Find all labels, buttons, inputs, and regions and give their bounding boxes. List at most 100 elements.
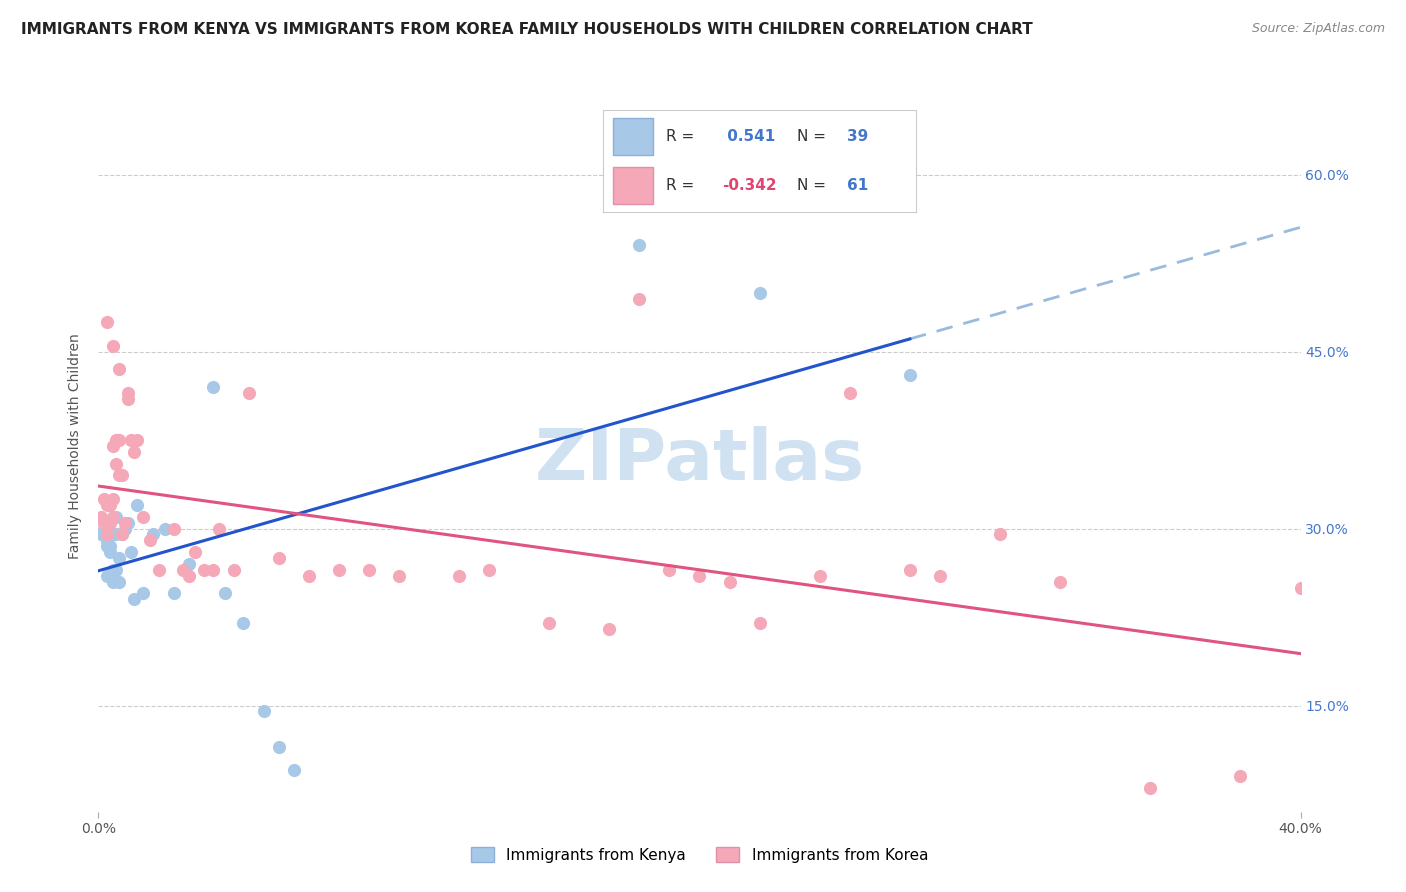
Point (141, 527, 163, 541)
Point (103, 527, 125, 541)
Point (93, 492, 115, 507)
Point (929, 568, 952, 582)
Text: -0.342: -0.342 (723, 178, 776, 193)
Text: 61: 61 (846, 178, 869, 193)
Point (96, 539, 118, 553)
Point (117, 385, 139, 400)
Point (183, 545, 205, 559)
Point (90, 527, 112, 541)
Point (988, 527, 1011, 541)
Point (96, 568, 118, 582)
Point (538, 615, 561, 630)
Legend: Immigrants from Kenya, Immigrants from Korea: Immigrants from Kenya, Immigrants from K… (471, 847, 928, 863)
Point (117, 516, 139, 530)
Point (93, 527, 115, 541)
Point (447, 568, 470, 582)
Point (628, 292, 651, 306)
Point (127, 433, 149, 447)
Point (748, 615, 770, 630)
Point (105, 509, 128, 524)
Point (172, 563, 194, 577)
Point (898, 368, 921, 383)
Point (108, 362, 131, 376)
Point (100, 539, 122, 553)
Point (105, 527, 128, 541)
Point (201, 563, 224, 577)
FancyBboxPatch shape (613, 167, 654, 203)
Point (148, 563, 170, 577)
Point (121, 545, 143, 559)
Point (93, 522, 115, 536)
Point (90, 509, 112, 524)
Point (96, 498, 118, 512)
Text: R =: R = (666, 178, 699, 193)
Point (838, 385, 860, 400)
Point (388, 568, 411, 582)
Point (127, 498, 149, 512)
Point (132, 586, 155, 600)
Point (124, 445, 146, 459)
Point (132, 509, 155, 524)
Point (111, 468, 134, 483)
Point (114, 516, 136, 530)
FancyBboxPatch shape (613, 118, 654, 154)
Point (267, 739, 290, 754)
Point (100, 527, 122, 541)
Point (283, 764, 305, 778)
Point (1289, 581, 1312, 595)
Point (103, 574, 125, 589)
Text: ZIPatlas: ZIPatlas (534, 426, 865, 495)
Point (253, 705, 276, 719)
Point (100, 498, 122, 512)
Point (1049, 574, 1071, 589)
Point (117, 392, 139, 406)
Point (238, 385, 260, 400)
Point (105, 457, 128, 471)
Point (208, 522, 231, 536)
Point (177, 568, 200, 582)
Point (103, 439, 125, 453)
Point (138, 533, 160, 548)
Point (108, 551, 131, 566)
Text: Source: ZipAtlas.com: Source: ZipAtlas.com (1251, 22, 1385, 36)
Point (111, 527, 134, 541)
Point (124, 592, 146, 607)
Point (357, 563, 380, 577)
Point (108, 468, 131, 483)
Point (153, 522, 176, 536)
Point (96, 533, 118, 548)
Point (96, 516, 118, 530)
Point (108, 574, 131, 589)
Text: N =: N = (797, 178, 831, 193)
Point (232, 615, 254, 630)
Point (201, 380, 224, 394)
Point (808, 568, 831, 582)
Point (718, 574, 741, 589)
Point (103, 492, 125, 507)
Point (628, 238, 651, 252)
Text: 39: 39 (846, 128, 869, 144)
Point (105, 433, 128, 447)
Point (96, 315, 118, 329)
Point (114, 522, 136, 536)
Text: R =: R = (666, 128, 699, 144)
Point (193, 563, 215, 577)
Point (177, 557, 200, 571)
Text: IMMIGRANTS FROM KENYA VS IMMIGRANTS FROM KOREA FAMILY HOUSEHOLDS WITH CHILDREN C: IMMIGRANTS FROM KENYA VS IMMIGRANTS FROM… (21, 22, 1033, 37)
Point (748, 285, 770, 300)
Point (96, 516, 118, 530)
Point (108, 433, 131, 447)
Text: 0.541: 0.541 (723, 128, 775, 144)
Point (96, 533, 118, 548)
Point (93, 516, 115, 530)
Point (478, 563, 501, 577)
Point (103, 563, 125, 577)
Point (214, 586, 236, 600)
Point (1139, 781, 1161, 796)
Point (162, 586, 184, 600)
Point (100, 545, 122, 559)
Point (100, 516, 122, 530)
Point (111, 527, 134, 541)
Point (898, 563, 921, 577)
Point (298, 568, 321, 582)
